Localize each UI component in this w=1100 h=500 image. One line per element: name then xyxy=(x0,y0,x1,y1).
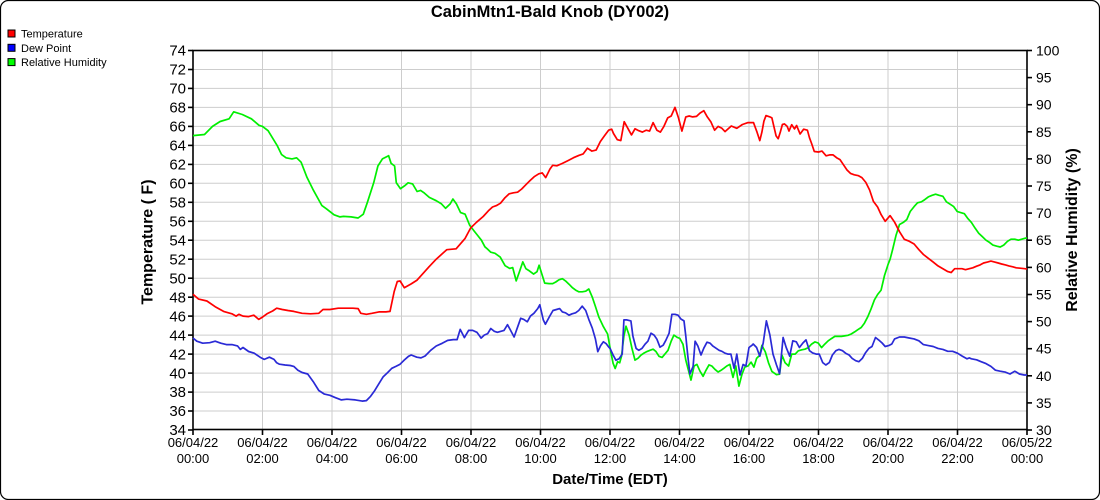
svg-text:06/04/22: 06/04/22 xyxy=(237,435,288,450)
svg-text:06/04/22: 06/04/22 xyxy=(515,435,566,450)
svg-text:CabinMtn1-Bald Knob (DY002): CabinMtn1-Bald Knob (DY002) xyxy=(431,3,669,21)
svg-text:68: 68 xyxy=(169,100,186,117)
svg-text:35: 35 xyxy=(1036,395,1052,411)
svg-text:48: 48 xyxy=(169,289,186,306)
svg-text:02:00: 02:00 xyxy=(246,451,279,466)
svg-text:14:00: 14:00 xyxy=(663,451,696,466)
svg-text:50: 50 xyxy=(169,270,186,287)
svg-text:38: 38 xyxy=(169,384,186,401)
svg-text:54: 54 xyxy=(169,232,186,249)
svg-text:06/04/22: 06/04/22 xyxy=(376,435,427,450)
svg-text:60: 60 xyxy=(169,176,186,193)
svg-text:06/04/22: 06/04/22 xyxy=(446,435,497,450)
svg-text:64: 64 xyxy=(169,138,186,155)
svg-text:Temperature ( F): Temperature ( F) xyxy=(140,179,157,304)
svg-text:40: 40 xyxy=(1036,368,1052,384)
svg-text:06/04/22: 06/04/22 xyxy=(168,435,219,450)
svg-text:45: 45 xyxy=(1036,341,1052,357)
svg-text:06:00: 06:00 xyxy=(385,451,418,466)
svg-text:58: 58 xyxy=(169,195,186,212)
svg-text:06/04/22: 06/04/22 xyxy=(793,435,844,450)
svg-text:Temperature: Temperature xyxy=(21,29,83,41)
svg-text:18:00: 18:00 xyxy=(802,451,835,466)
svg-text:40: 40 xyxy=(169,365,186,382)
svg-text:06/04/22: 06/04/22 xyxy=(654,435,705,450)
svg-text:100: 100 xyxy=(1036,43,1060,59)
svg-text:Relative Humidity (%): Relative Humidity (%) xyxy=(1064,148,1081,312)
svg-text:70: 70 xyxy=(1036,205,1052,221)
svg-text:72: 72 xyxy=(169,62,186,79)
svg-text:06/04/22: 06/04/22 xyxy=(863,435,914,450)
svg-text:08:00: 08:00 xyxy=(455,451,488,466)
svg-text:Relative Humidity: Relative Humidity xyxy=(21,57,107,69)
svg-text:06/04/22: 06/04/22 xyxy=(932,435,983,450)
svg-text:44: 44 xyxy=(169,327,186,344)
svg-text:16:00: 16:00 xyxy=(733,451,766,466)
svg-text:00:00: 00:00 xyxy=(177,451,210,466)
svg-text:30: 30 xyxy=(1036,422,1052,438)
svg-text:46: 46 xyxy=(169,308,186,325)
svg-text:22:00: 22:00 xyxy=(941,451,974,466)
svg-text:95: 95 xyxy=(1036,70,1052,86)
svg-text:52: 52 xyxy=(169,251,186,268)
svg-text:65: 65 xyxy=(1036,232,1052,248)
svg-text:34: 34 xyxy=(169,422,186,439)
svg-text:06/04/22: 06/04/22 xyxy=(724,435,775,450)
svg-text:75: 75 xyxy=(1036,178,1052,194)
svg-text:50: 50 xyxy=(1036,314,1052,330)
svg-text:06/05/22: 06/05/22 xyxy=(1002,435,1053,450)
svg-text:04:00: 04:00 xyxy=(316,451,349,466)
svg-text:00:00: 00:00 xyxy=(1011,451,1044,466)
svg-text:85: 85 xyxy=(1036,124,1052,140)
svg-text:55: 55 xyxy=(1036,287,1052,303)
svg-text:42: 42 xyxy=(169,346,186,363)
svg-text:20:00: 20:00 xyxy=(872,451,905,466)
svg-text:36: 36 xyxy=(169,403,186,420)
svg-text:74: 74 xyxy=(169,43,186,60)
svg-text:12:00: 12:00 xyxy=(594,451,627,466)
svg-text:60: 60 xyxy=(1036,259,1052,275)
svg-text:Date/Time (EDT): Date/Time (EDT) xyxy=(552,471,668,488)
svg-text:70: 70 xyxy=(169,81,186,98)
svg-text:06/04/22: 06/04/22 xyxy=(307,435,358,450)
svg-text:90: 90 xyxy=(1036,97,1052,113)
svg-text:56: 56 xyxy=(169,214,186,231)
svg-text:06/04/22: 06/04/22 xyxy=(585,435,636,450)
svg-text:80: 80 xyxy=(1036,151,1052,167)
svg-text:10:00: 10:00 xyxy=(524,451,557,466)
svg-text:62: 62 xyxy=(169,157,186,174)
svg-text:66: 66 xyxy=(169,119,186,136)
svg-text:Dew Point: Dew Point xyxy=(21,43,71,55)
